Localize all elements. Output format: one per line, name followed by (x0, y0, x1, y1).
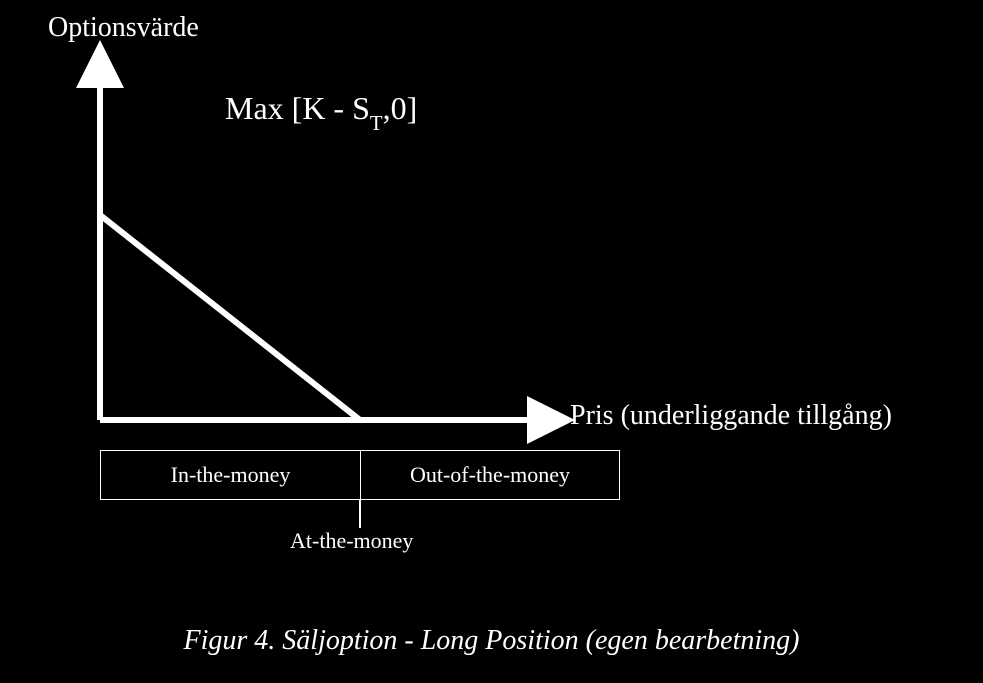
payoff-formula: Max [K - ST,0] (225, 90, 417, 132)
axes-svg (0, 0, 983, 683)
diagram-stage: Optionsvärde Pris (underliggande tillgån… (0, 0, 983, 683)
moneyness-regions: In-the-money Out-of-the-money (100, 450, 620, 500)
atm-label: At-the-money (290, 528, 413, 554)
y-axis-label: Optionsvärde (48, 12, 199, 44)
payoff-line (100, 215, 360, 420)
region-out-of-the-money: Out-of-the-money (360, 450, 620, 500)
region-in-the-money: In-the-money (100, 450, 360, 500)
x-axis-label: Pris (underliggande tillgång) (570, 400, 892, 432)
figure-caption: Figur 4. Säljoption - Long Position (ege… (0, 625, 983, 657)
formula-prefix: Max [K - S (225, 90, 370, 126)
formula-suffix: ,0] (383, 90, 418, 126)
atm-tick (359, 500, 361, 528)
formula-subscript: T (370, 112, 383, 135)
